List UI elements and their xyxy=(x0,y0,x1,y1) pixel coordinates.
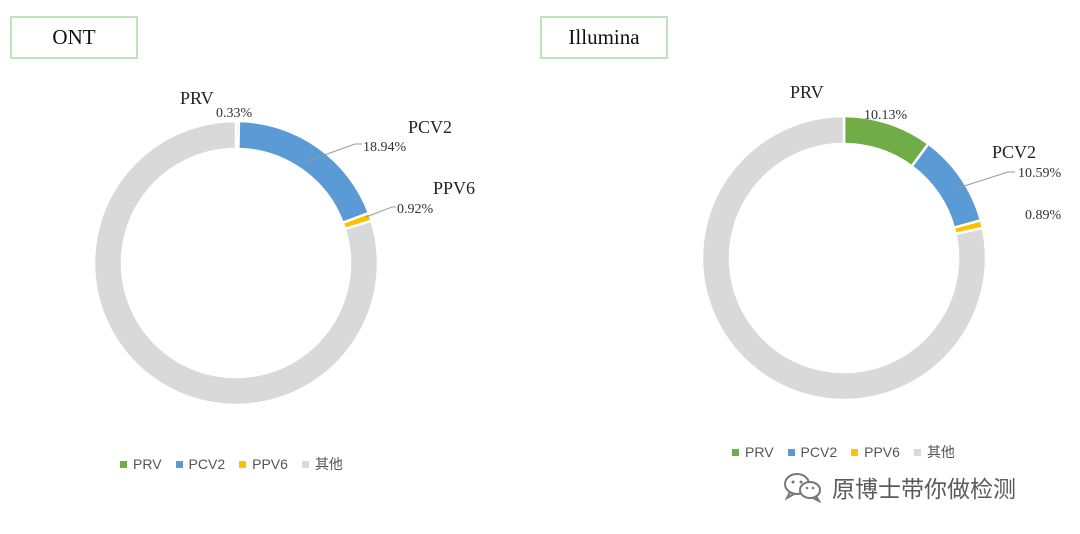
ont-panel: ONT PRV 0.33% PCV2 18.94% PPV6 0.92% PRV PCV2… xyxy=(10,16,475,474)
watermark-text: 原博士带你做检测 xyxy=(832,477,1016,503)
leader-line xyxy=(957,171,1015,189)
leader-line xyxy=(304,143,362,163)
legend-item-ppv6: PPV6 xyxy=(851,444,900,460)
legend-swatch-pcv2 xyxy=(787,448,795,456)
legend-label: PCV2 xyxy=(188,456,226,472)
legend-label: PRV xyxy=(133,456,162,472)
legend-item-prv: PRV xyxy=(732,444,774,460)
legend-swatch-prv xyxy=(732,448,739,456)
legend-item-prv: PRV xyxy=(120,456,162,472)
wechat-icon xyxy=(784,473,822,503)
legend-label: PPV6 xyxy=(252,456,288,472)
legend-swatch-other xyxy=(913,448,921,456)
slice-name-label: PRV xyxy=(180,88,214,108)
slice-name-label: PRV xyxy=(790,82,824,102)
slice-name-label: PCV2 xyxy=(408,117,452,137)
legend-swatch-ppv6 xyxy=(239,460,247,468)
slice-name-label: PCV2 xyxy=(992,142,1036,162)
legend-swatch-pcv2 xyxy=(175,460,183,468)
legend-label: PRV xyxy=(745,444,774,460)
legend-item-pcv2: PCV2 xyxy=(787,444,838,460)
illumina-title: Illumina xyxy=(540,16,668,59)
donut-slice-pcv2 xyxy=(910,142,983,230)
slice-percent-label: 0.33% xyxy=(216,106,253,121)
slice-percent-label: 10.59% xyxy=(1018,166,1062,181)
legend-label: PPV6 xyxy=(864,444,900,460)
slice-percent-label: 10.13% xyxy=(864,108,908,123)
illumina-panel: Illumina PRV 10.13% PCV2 10.59% 0.89% PRV PC… xyxy=(540,0,1080,534)
legend-swatch-ppv6 xyxy=(851,448,859,456)
legend-swatch-prv xyxy=(120,460,127,468)
illumina-legend: PRV PCV2 PPV6 其他 xyxy=(732,442,955,462)
legend-item-ppv6: PPV6 xyxy=(239,456,288,472)
watermark: 原博士带你做检测 xyxy=(782,470,1016,504)
legend-label: 其他 xyxy=(314,456,343,472)
legend-label: PCV2 xyxy=(800,444,838,460)
donut-slice-其他 xyxy=(92,119,380,407)
legend-swatch-other xyxy=(301,460,309,468)
donut-slice-其他 xyxy=(700,114,988,402)
slice-name-label: PPV6 xyxy=(433,178,475,198)
legend-item-other: 其他 xyxy=(301,454,343,474)
slice-percent-label: 18.94% xyxy=(363,140,407,155)
donut-slice-pcv2 xyxy=(237,119,371,225)
slice-percent-label: 0.92% xyxy=(397,202,434,217)
leader-line xyxy=(365,206,396,218)
donut-slice-prv xyxy=(842,114,931,169)
slice-percent-label: 0.89% xyxy=(1025,208,1062,223)
ont-title: ONT xyxy=(10,16,138,59)
illumina-donut-chart: PRV 10.13% PCV2 10.59% 0.89% xyxy=(700,82,1062,402)
legend-label: 其他 xyxy=(926,444,955,460)
legend-item-pcv2: PCV2 xyxy=(175,456,226,472)
ont-legend: PRV PCV2 PPV6 其他 xyxy=(120,454,343,474)
legend-item-other: 其他 xyxy=(913,442,955,462)
